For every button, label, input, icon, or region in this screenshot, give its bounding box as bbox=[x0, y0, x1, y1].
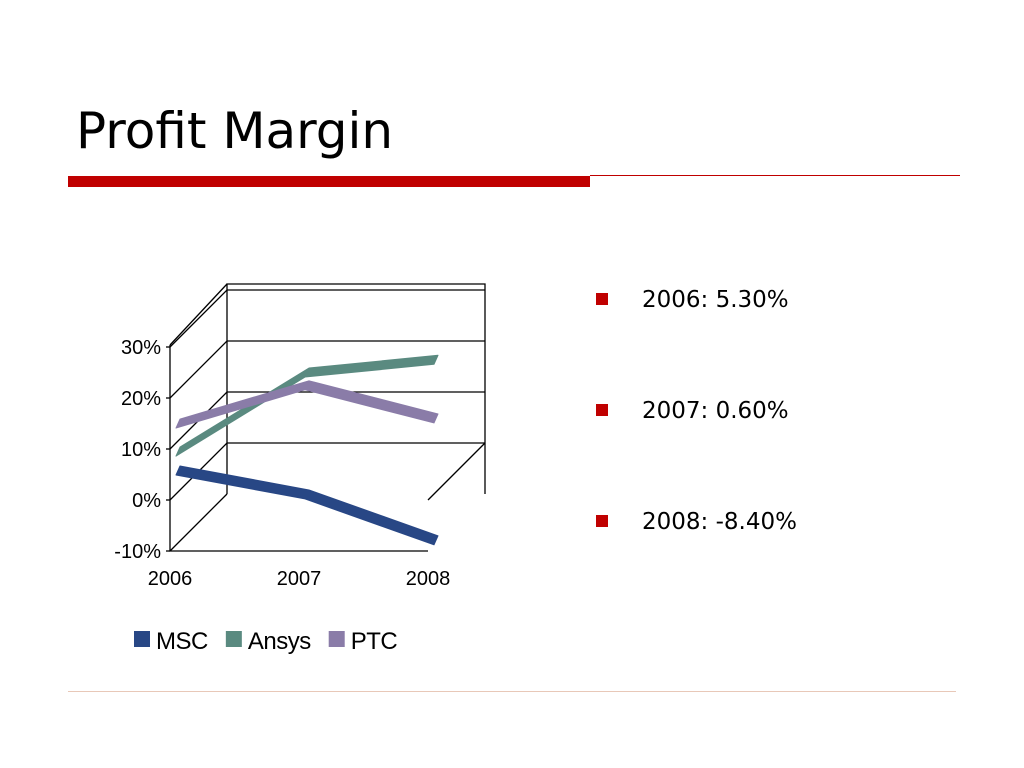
chart-depth-edge bbox=[169, 283, 228, 346]
bullet-square-icon bbox=[596, 404, 608, 416]
x-tick-label: 2007 bbox=[277, 568, 322, 590]
bullet-item-2008: 2008: -8.40% bbox=[596, 507, 797, 618]
gridline bbox=[169, 289, 485, 348]
gridline bbox=[169, 442, 485, 501]
gridline bbox=[169, 391, 485, 450]
y-tick-label: 30% bbox=[121, 337, 161, 359]
footer-divider bbox=[68, 691, 956, 692]
x-tick-label: 2006 bbox=[148, 568, 193, 590]
chart-back-wall bbox=[226, 283, 486, 494]
bullet-text: 2007: 0.60% bbox=[642, 398, 789, 424]
series-line-ptc bbox=[175, 380, 439, 429]
legend-label-ptc: PTC bbox=[351, 628, 398, 655]
bullet-square-icon bbox=[596, 515, 608, 527]
slide-title: Profit Margin bbox=[76, 102, 394, 160]
legend-swatch-ptc bbox=[328, 631, 345, 647]
y-tick-label: -10% bbox=[114, 541, 161, 563]
legend-swatch-msc bbox=[134, 631, 150, 647]
x-tick-label: 2008 bbox=[406, 568, 451, 590]
chart-floor-right-edge bbox=[427, 442, 486, 501]
y-tick-label: 10% bbox=[121, 439, 161, 461]
legend-label-msc: MSC bbox=[156, 628, 208, 655]
title-accent-line bbox=[590, 175, 960, 176]
chart-floor-edge bbox=[169, 493, 228, 552]
y-tick-label: 20% bbox=[121, 388, 161, 410]
y-tick-label: 0% bbox=[132, 490, 161, 512]
bullet-text: 2006: 5.30% bbox=[642, 287, 789, 313]
bullet-item-2007: 2007: 0.60% bbox=[596, 396, 797, 507]
bullet-list: 2006: 5.30% 2007: 0.60% 2008: -8.40% bbox=[596, 285, 797, 618]
bullet-item-2006: 2006: 5.30% bbox=[596, 285, 797, 396]
legend-label-ansys: Ansys bbox=[248, 628, 311, 655]
series-line-ansys bbox=[175, 354, 439, 457]
gridline bbox=[169, 340, 485, 399]
bullet-square-icon bbox=[596, 293, 608, 305]
title-accent-bar bbox=[68, 176, 590, 187]
series-line-msc bbox=[175, 465, 439, 546]
legend-swatch-ansys bbox=[225, 631, 242, 647]
bullet-text: 2008: -8.40% bbox=[642, 509, 797, 535]
